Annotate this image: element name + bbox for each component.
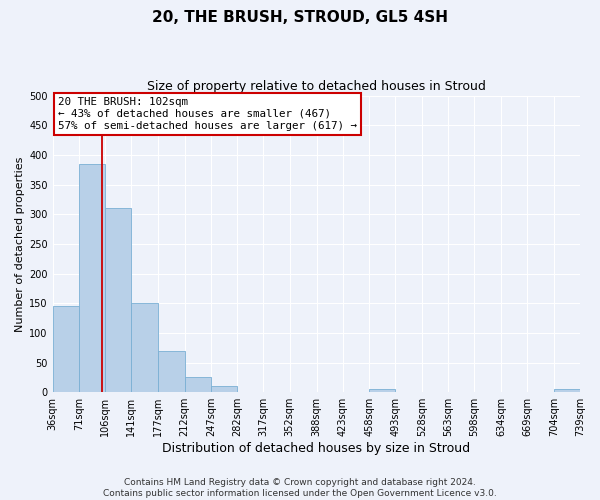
X-axis label: Distribution of detached houses by size in Stroud: Distribution of detached houses by size … bbox=[162, 442, 470, 455]
Bar bbox=[185, 378, 211, 392]
Bar bbox=[158, 350, 185, 392]
Bar bbox=[211, 386, 237, 392]
Title: Size of property relative to detached houses in Stroud: Size of property relative to detached ho… bbox=[147, 80, 486, 93]
Text: 20, THE BRUSH, STROUD, GL5 4SH: 20, THE BRUSH, STROUD, GL5 4SH bbox=[152, 10, 448, 25]
Bar bbox=[53, 306, 79, 392]
Text: Contains HM Land Registry data © Crown copyright and database right 2024.
Contai: Contains HM Land Registry data © Crown c… bbox=[103, 478, 497, 498]
Bar bbox=[105, 208, 131, 392]
Text: 20 THE BRUSH: 102sqm
← 43% of detached houses are smaller (467)
57% of semi-deta: 20 THE BRUSH: 102sqm ← 43% of detached h… bbox=[58, 98, 357, 130]
Y-axis label: Number of detached properties: Number of detached properties bbox=[15, 156, 25, 332]
Bar bbox=[554, 389, 580, 392]
Bar bbox=[79, 164, 105, 392]
Bar bbox=[131, 303, 158, 392]
Bar bbox=[369, 389, 395, 392]
